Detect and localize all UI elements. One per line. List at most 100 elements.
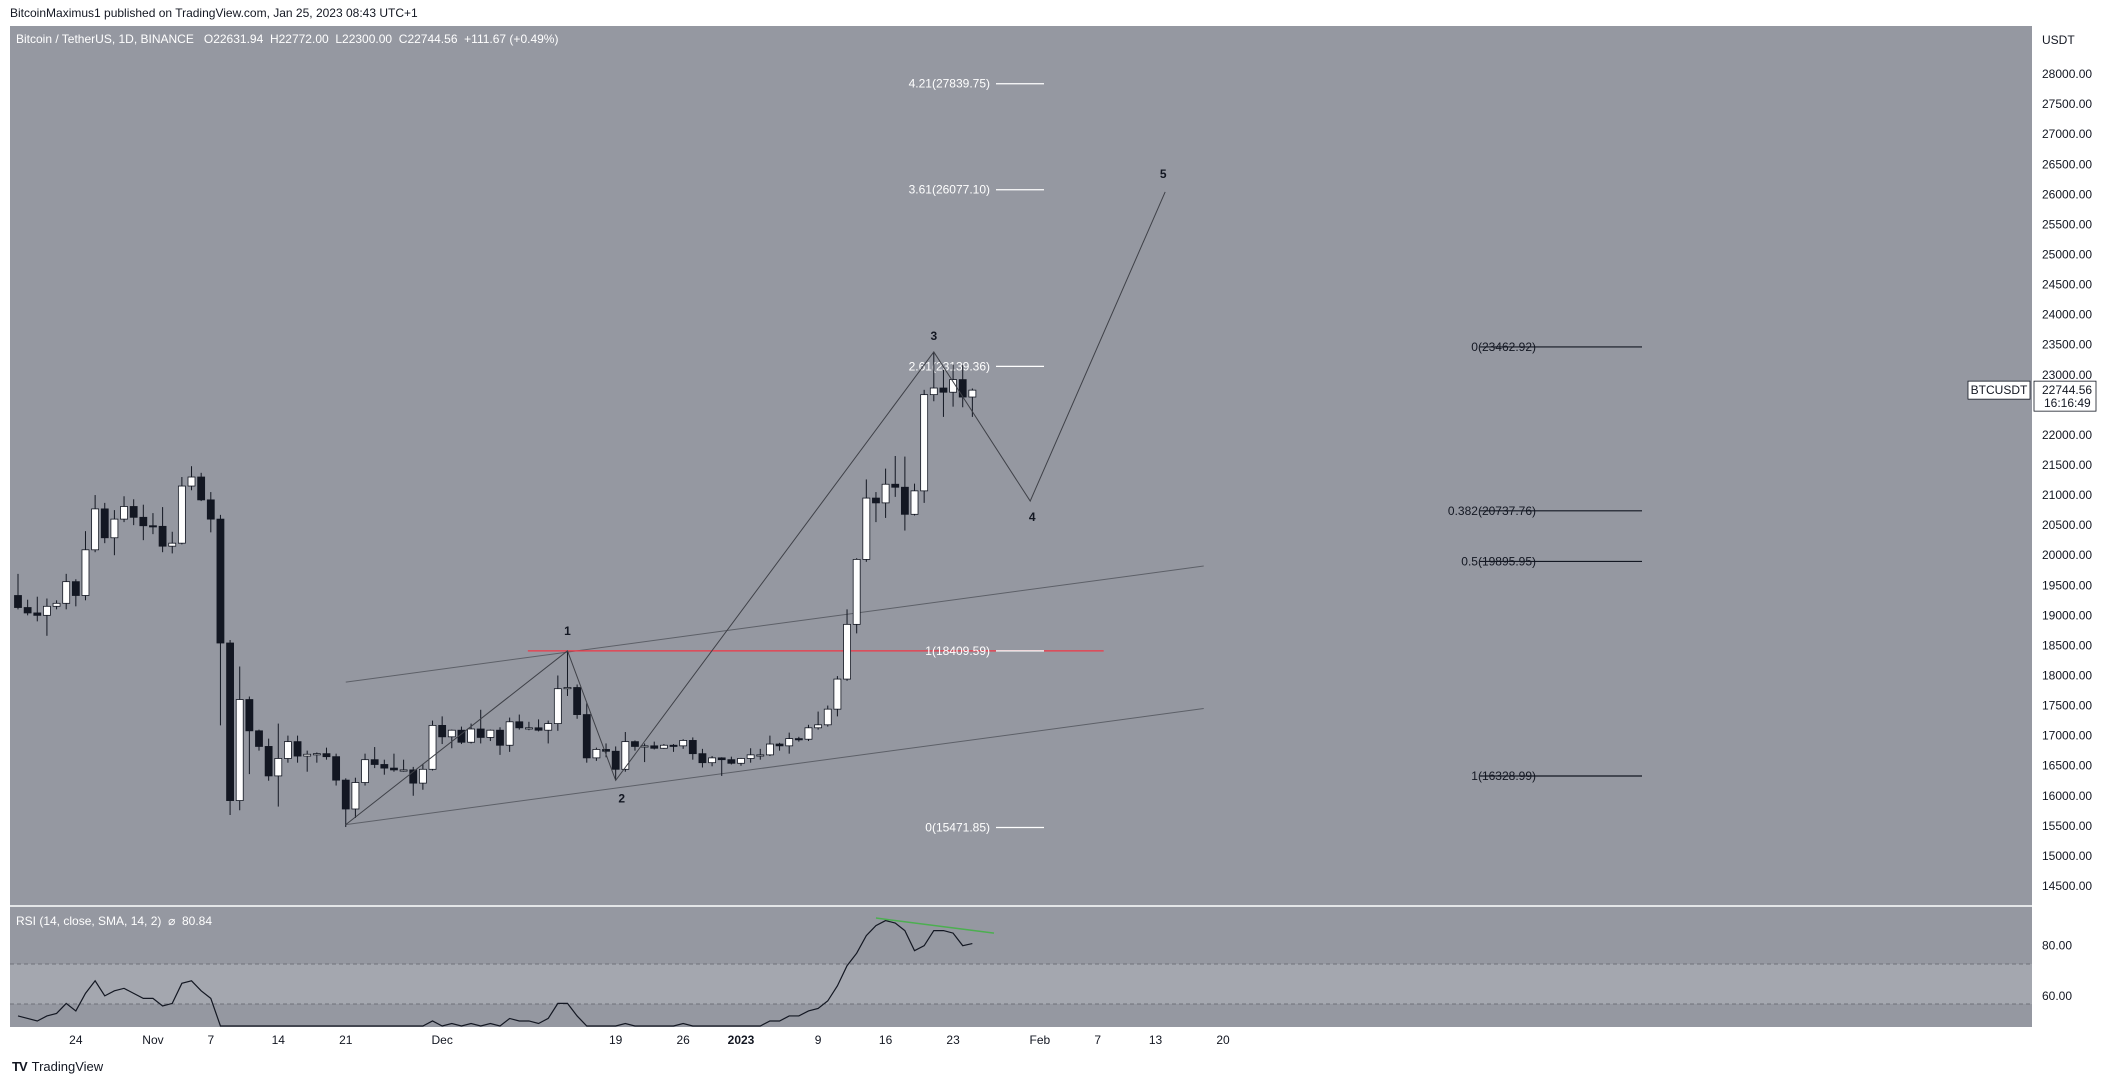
price-tick-label: 25000.00 [2042, 248, 2092, 262]
bear-candle [33, 612, 42, 616]
bear-candle [71, 581, 80, 596]
ticker-tag [1967, 380, 2031, 400]
price-tick-label: 16500.00 [2042, 759, 2092, 773]
rsi-polyline [17, 919, 973, 1027]
price-tick-label: 19000.00 [2042, 608, 2092, 622]
bull-candle [766, 743, 774, 756]
bull-candle [881, 483, 890, 504]
time-tick-label: 23 [946, 1033, 960, 1047]
bear-candle [438, 724, 447, 738]
bear-candle [496, 729, 504, 746]
bear-candle [602, 749, 610, 752]
price-tick-label: 21000.00 [2042, 488, 2092, 502]
bull-candle [708, 757, 716, 764]
bear-candle [341, 779, 350, 810]
last-price-tag [2033, 380, 2097, 412]
bear-candle [332, 756, 341, 781]
time-tick-label: 7 [207, 1033, 214, 1047]
bull-candle [168, 542, 177, 547]
bull-candle [525, 727, 533, 730]
publisher-text: BitcoinMaximus1 published on TradingView… [10, 6, 418, 20]
bull-candle [592, 749, 601, 759]
rsi-line [17, 917, 995, 1027]
bull-candle [563, 687, 572, 690]
bear-candle [611, 750, 620, 770]
bull-candle [399, 769, 408, 772]
fib-label: 0(23462.92) [1471, 340, 1536, 354]
time-tick-label: Nov [142, 1033, 163, 1047]
footer-bar: TV TradingView [0, 1053, 2113, 1079]
price-tick-label: 26000.00 [2042, 187, 2092, 201]
symbol-info: Bitcoin / TetherUS, 1D, BINANCE O22631.9… [16, 32, 558, 46]
bear-candle [370, 759, 379, 765]
last-price-label: 22744.56 [2042, 383, 2092, 397]
bull-candle [361, 759, 369, 783]
bull-candle [852, 559, 861, 625]
bear-candle [534, 727, 543, 731]
bear-candle [14, 595, 22, 608]
wave-label: 3 [930, 329, 937, 343]
bear-candle [129, 506, 138, 518]
wave-label: 2 [618, 791, 625, 805]
bull-candle [756, 754, 765, 757]
time-tick-label: 19 [609, 1033, 623, 1047]
bear-candle [322, 753, 331, 758]
bull-candle [284, 741, 292, 759]
bull-candle [929, 387, 938, 396]
bear-candle [515, 721, 524, 729]
price-tick-label: 26500.00 [2042, 157, 2092, 171]
price-tick-label: 17500.00 [2042, 699, 2092, 713]
bull-candle [351, 782, 360, 810]
time-tick-label: 7 [1094, 1033, 1101, 1047]
price-chart[interactable]: USDT 28000.0027500.0027000.0026500.00260… [0, 26, 2113, 1053]
bull-candle [120, 506, 128, 520]
bear-candle [727, 759, 736, 764]
close-label: C [398, 32, 408, 46]
tradingview-logo[interactable]: TV TradingView [12, 1059, 103, 1074]
fib-label: 4.21(27839.75) [909, 77, 990, 91]
bear-candle [158, 525, 167, 547]
price-tick-label: 16000.00 [2042, 789, 2092, 803]
bull-candle [843, 623, 851, 680]
fib-label: 3.61(26077.10) [909, 183, 990, 197]
bear-candle [794, 738, 803, 741]
bear-candle [264, 746, 273, 777]
bear-candle [409, 769, 418, 784]
eye-icon[interactable]: ⌀ [168, 914, 176, 928]
bear-candle [958, 379, 967, 398]
change-value: +111.67 (+0.49%) [464, 32, 559, 46]
chart-background [10, 26, 2032, 1027]
ticker-tag-label: BTCUSDT [1971, 383, 2028, 397]
bull-candle [110, 518, 119, 539]
bull-candle [659, 744, 668, 749]
price-tick-label: 28000.00 [2042, 67, 2092, 81]
time-tick-label: 2023 [728, 1033, 755, 1047]
time-tick-label: Dec [431, 1033, 452, 1047]
bull-candle [544, 723, 553, 731]
price-tick-label: 20000.00 [2042, 548, 2092, 562]
price-axis-background [2032, 26, 2113, 1027]
rsi-tick-label: 60.00 [2042, 989, 2072, 1003]
bull-candle [52, 602, 61, 607]
price-tick-label: 24000.00 [2042, 308, 2092, 322]
low-label: L [335, 32, 343, 46]
bear-candle [872, 497, 880, 504]
channel-line [345, 565, 1204, 683]
bull-candle [910, 490, 919, 515]
open-label: O [203, 32, 214, 46]
bull-candle [91, 508, 100, 551]
bull-candle [862, 497, 871, 560]
bull-candle [447, 729, 456, 738]
bull-candle [312, 753, 321, 756]
bull-candle [920, 394, 929, 492]
bear-candle [293, 741, 302, 757]
price-tick-label: 22000.00 [2042, 428, 2092, 442]
fib-label: 1(18409.59) [925, 644, 990, 658]
tradingview-icon: TV [12, 1059, 28, 1074]
channel-lines [345, 565, 1204, 826]
bull-candle [553, 688, 562, 724]
bull-candle [640, 745, 649, 748]
bear-candle [669, 744, 678, 747]
price-tick-label: 15500.00 [2042, 819, 2092, 833]
bear-candle [631, 741, 639, 747]
